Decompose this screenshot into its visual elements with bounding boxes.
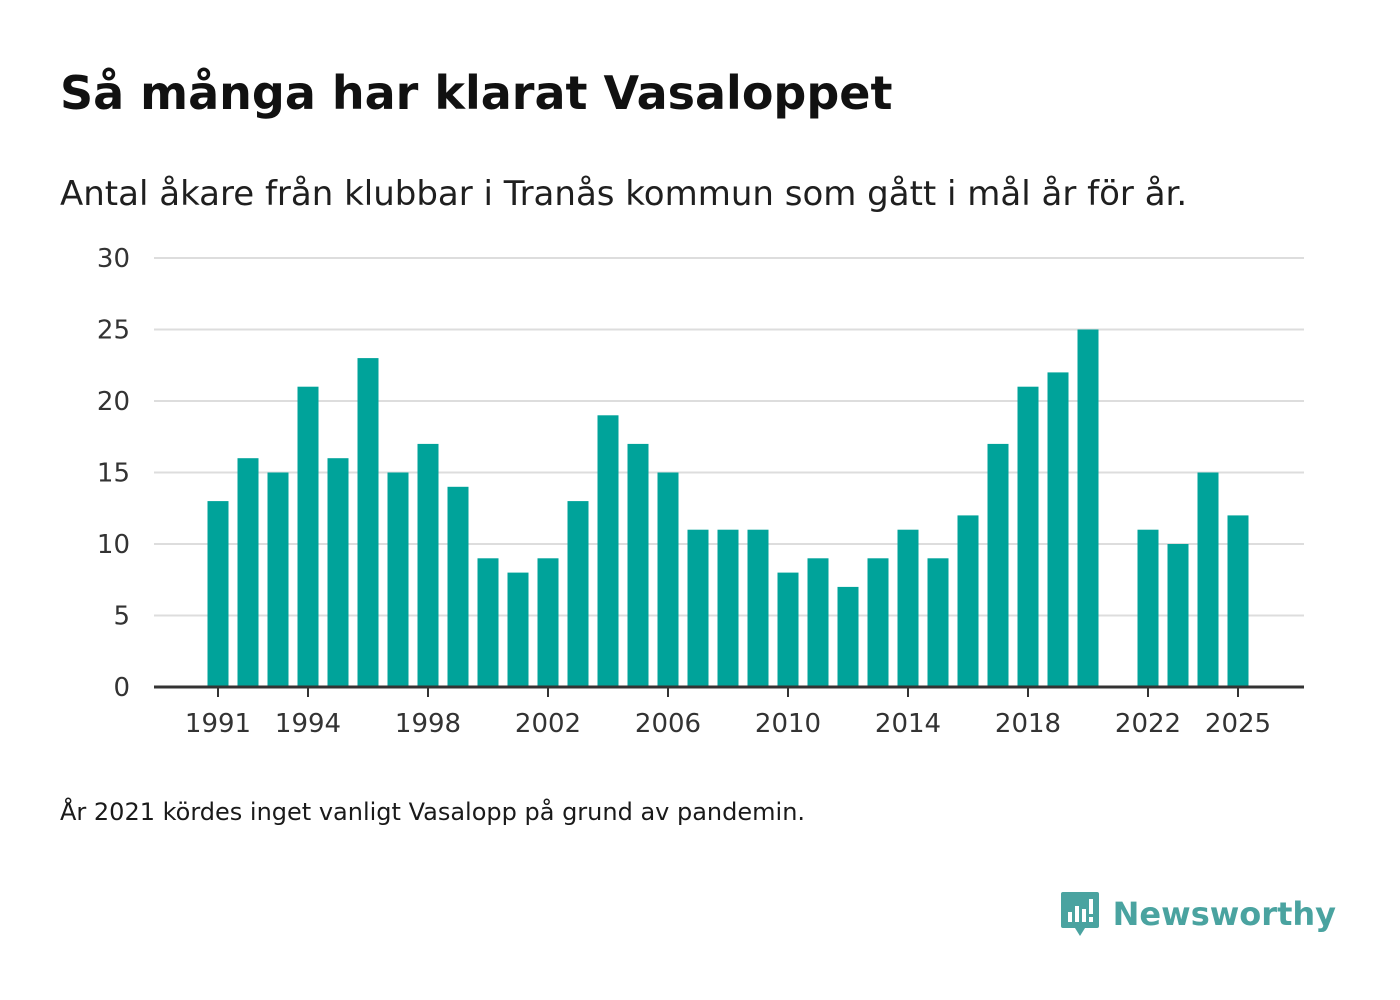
x-tick-label-2006: 2006 (635, 709, 701, 739)
y-tick-label-15: 15 (97, 459, 130, 489)
x-tick-label-2010: 2010 (755, 709, 821, 739)
bar-1999 (447, 486, 469, 687)
bar-2013 (867, 558, 889, 687)
y-tick-label-5: 5 (113, 602, 130, 632)
bar-2009 (747, 529, 769, 687)
chart-subtitle: Antal åkare från klubbar i Tranås kommun… (60, 174, 1188, 214)
brand-name: Newsworthy (1112, 895, 1336, 933)
bar-2008 (717, 529, 739, 687)
newsworthy-logo-icon (1060, 892, 1099, 936)
x-axis-ticks: 1991 1994 1998 2002 2006 2010 2014 2018 2022 2025 (185, 687, 1271, 739)
x-tick-label-2022: 2022 (1115, 709, 1181, 739)
y-tick-label-30: 30 (97, 244, 130, 274)
x-tick-label-1991: 1991 (185, 709, 251, 739)
bar-2004 (597, 415, 619, 687)
bar-1993 (267, 472, 289, 687)
bar-2015 (927, 558, 949, 687)
y-tick-label-0: 0 (113, 673, 130, 703)
bar-2007 (687, 529, 709, 687)
x-tick-label-1994: 1994 (275, 709, 341, 739)
bar-1997 (387, 472, 409, 687)
bar-1995 (327, 458, 349, 687)
bar-2001 (507, 572, 529, 687)
bar-1996 (357, 358, 379, 687)
bar-2018 (1017, 386, 1039, 687)
bar-2011 (807, 558, 829, 687)
bar-2023 (1167, 544, 1189, 687)
brand-logo: Newsworthy (1059, 890, 1336, 938)
x-tick-label-1998: 1998 (395, 709, 461, 739)
y-tick-label-20: 20 (97, 387, 130, 417)
bar-2010 (777, 572, 799, 687)
bar-2016 (957, 515, 979, 687)
chart-title: Så många har klarat Vasaloppet (60, 66, 893, 120)
bar-2024 (1197, 472, 1219, 687)
bar-2014 (897, 529, 919, 687)
bar-2012 (837, 586, 859, 687)
bar-2006 (657, 472, 679, 687)
y-tick-label-25: 25 (97, 316, 130, 346)
footnote: År 2021 kördes inget vanligt Vasalopp på… (60, 798, 806, 826)
bar-2019 (1047, 372, 1069, 687)
bar-2017 (987, 443, 1009, 687)
bar-2002 (537, 558, 559, 687)
x-tick-label-2025: 2025 (1205, 709, 1271, 739)
x-tick-label-2002: 2002 (515, 709, 581, 739)
bar-1992 (237, 458, 259, 687)
bar-2025 (1227, 515, 1249, 687)
bar-1998 (417, 443, 439, 687)
x-tick-label-2018: 2018 (995, 709, 1061, 739)
bar-2020 (1077, 329, 1099, 687)
bar-2000 (477, 558, 499, 687)
bar-2003 (567, 501, 589, 687)
y-axis-ticks: 0 5 10 15 20 25 30 (97, 244, 130, 703)
bar-2022 (1137, 529, 1159, 687)
bar-1991 (207, 501, 229, 687)
x-tick-label-2014: 2014 (875, 709, 941, 739)
bar-2005 (627, 443, 649, 687)
bar-1994 (297, 386, 319, 687)
bars (207, 329, 1249, 687)
y-tick-label-10: 10 (97, 530, 130, 560)
